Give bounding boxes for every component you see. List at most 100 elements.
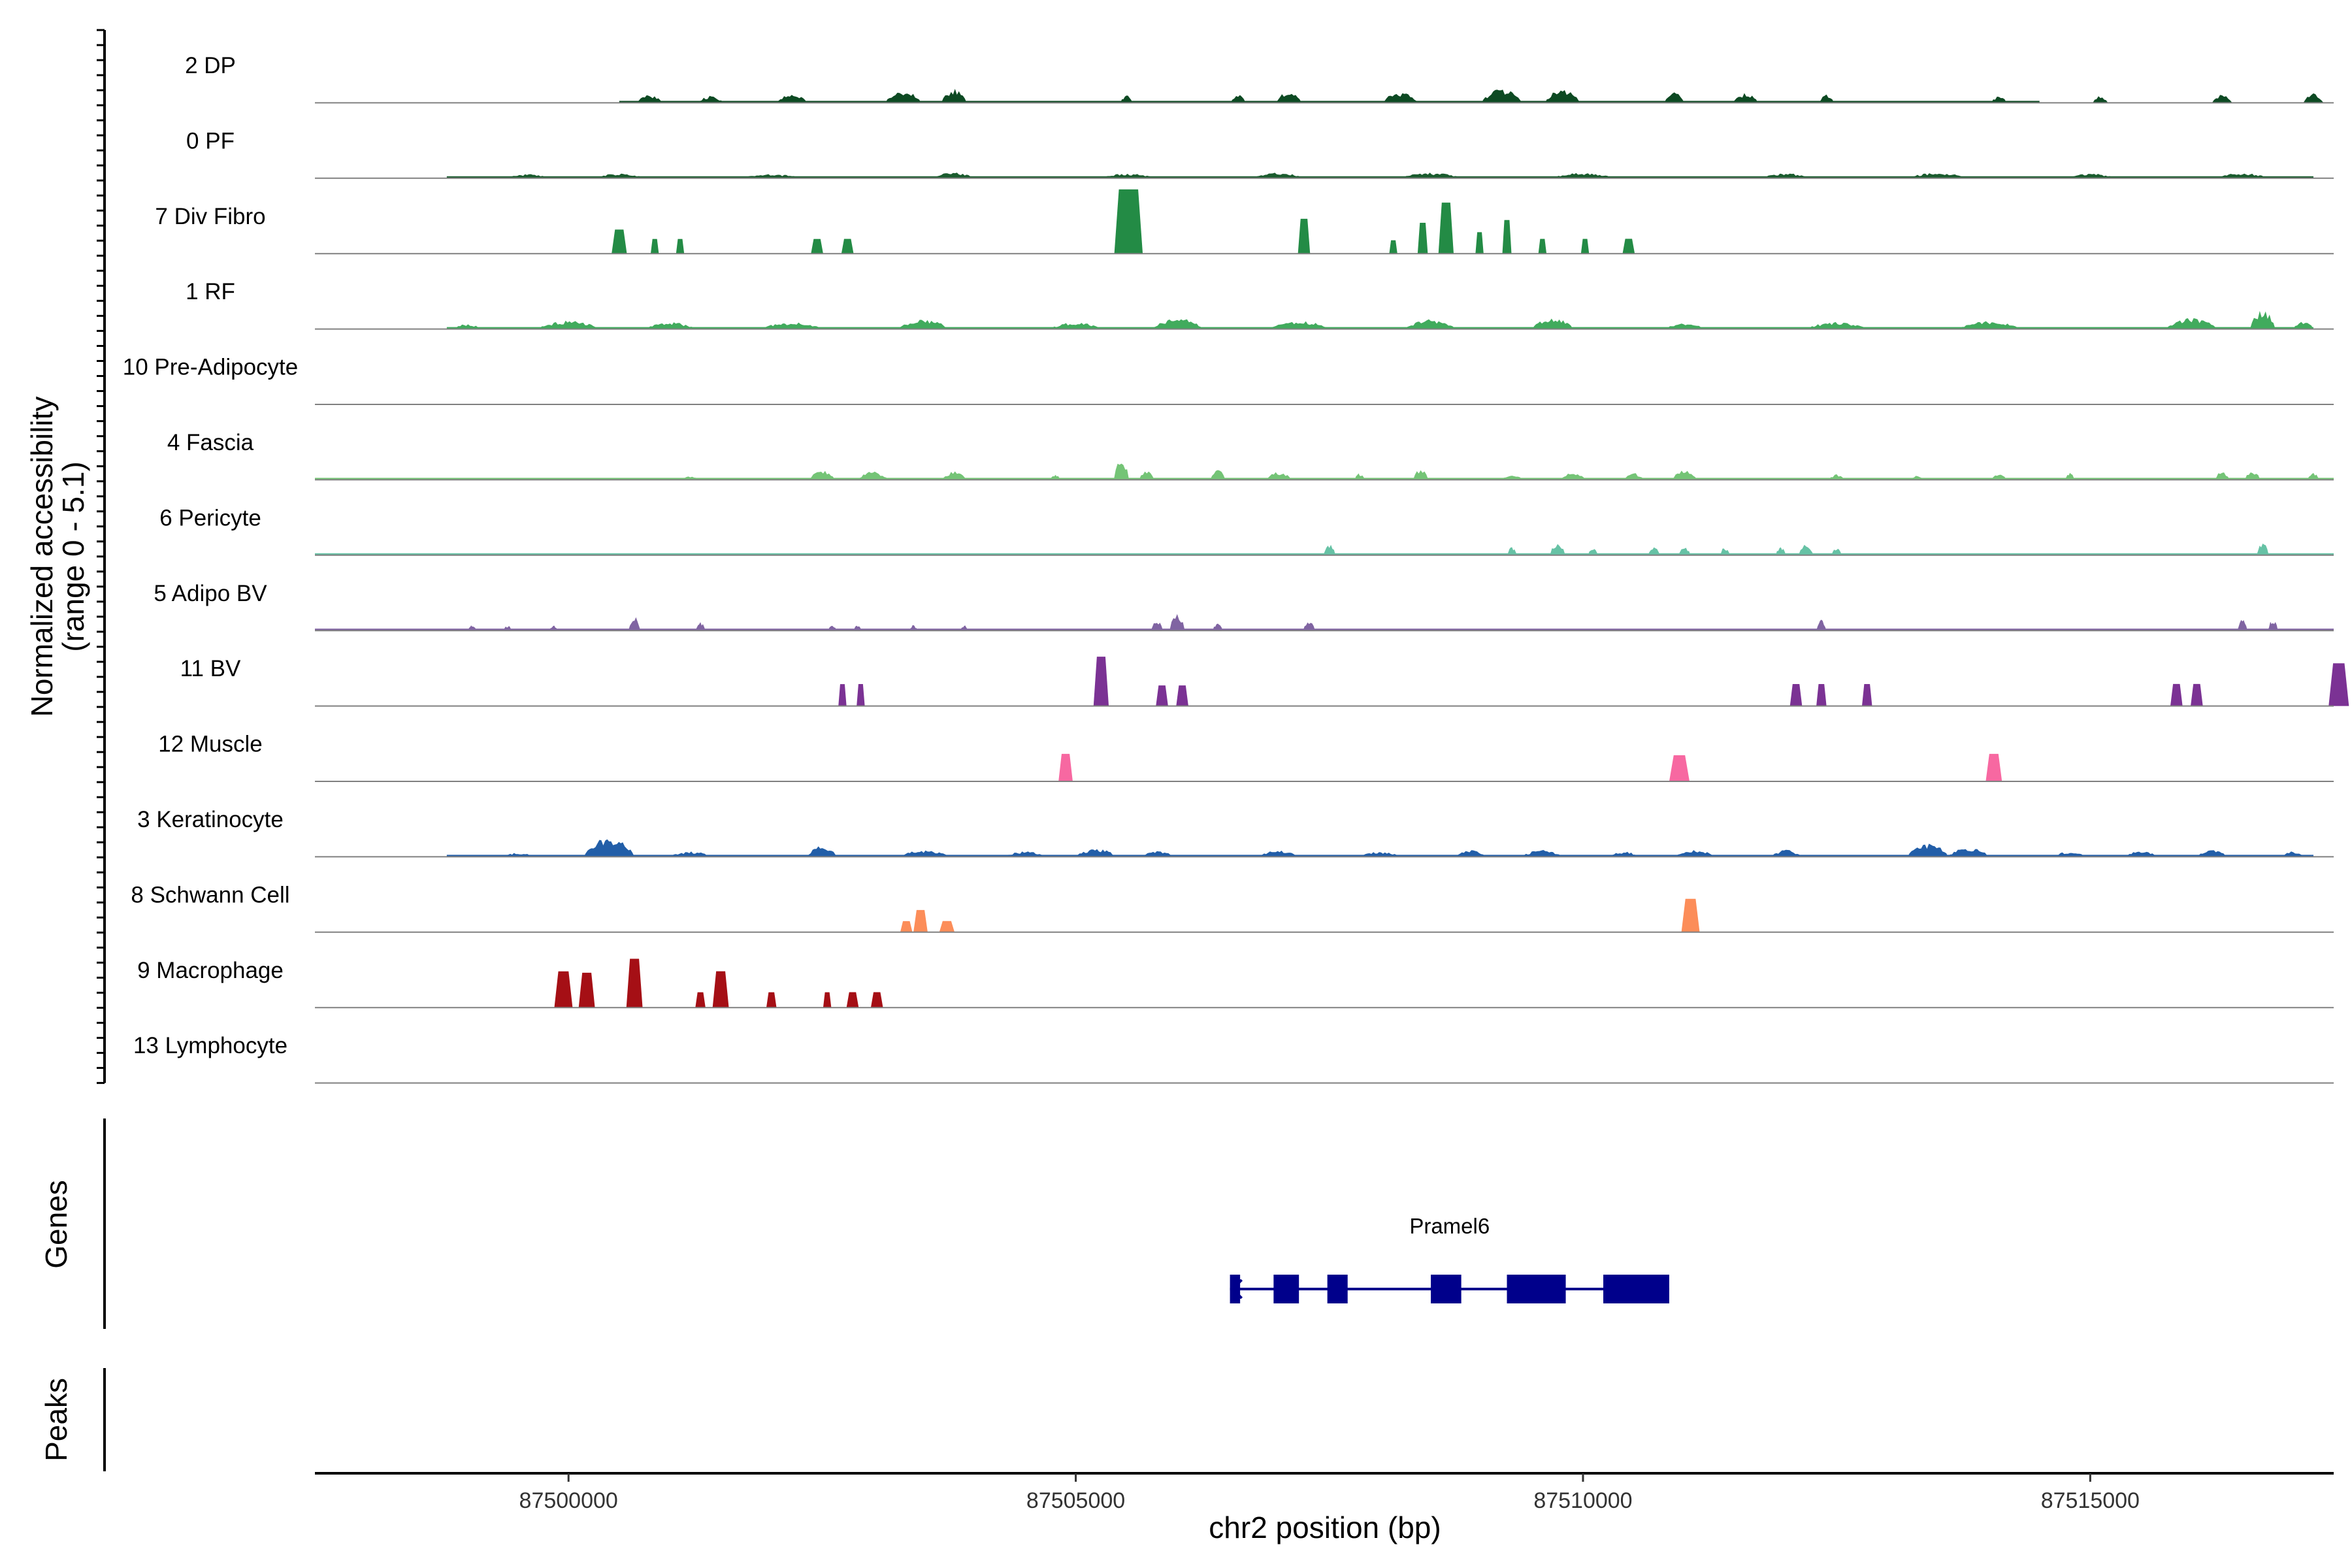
track-label: 7 Div Fibro bbox=[155, 204, 265, 229]
peak bbox=[1323, 544, 1336, 555]
peak bbox=[628, 617, 641, 631]
peak bbox=[1298, 218, 1311, 254]
x-tick-label: 87500000 bbox=[519, 1488, 618, 1513]
peak bbox=[857, 471, 889, 480]
peak bbox=[650, 238, 659, 254]
gene-label: Pramel6 bbox=[1409, 1214, 1490, 1238]
peak bbox=[941, 89, 967, 103]
peak bbox=[1276, 93, 1302, 103]
peak bbox=[913, 909, 928, 932]
peak bbox=[1093, 657, 1109, 706]
peak bbox=[1405, 319, 1456, 329]
track-11: 3 Keratinocyte bbox=[137, 807, 2334, 858]
peak bbox=[2166, 318, 2217, 329]
peak bbox=[1152, 319, 1203, 329]
peak bbox=[1622, 238, 1635, 254]
peak bbox=[1139, 471, 1154, 480]
peak bbox=[2170, 683, 2183, 706]
peak bbox=[1502, 220, 1512, 254]
peak bbox=[578, 972, 595, 1008]
peak bbox=[1648, 547, 1660, 555]
peak bbox=[2237, 619, 2247, 631]
track-3: 7 Div Fibro bbox=[155, 189, 2334, 255]
peak bbox=[1819, 94, 1835, 103]
peak bbox=[2303, 93, 2324, 103]
peak bbox=[612, 229, 627, 254]
peak bbox=[695, 992, 706, 1008]
signal-floor bbox=[315, 478, 2334, 480]
peak bbox=[2191, 683, 2203, 706]
peak bbox=[807, 846, 838, 857]
peak bbox=[1798, 544, 1814, 555]
peak bbox=[1417, 223, 1428, 254]
track-label: 5 Adipo BV bbox=[154, 581, 267, 606]
peak bbox=[2093, 96, 2108, 103]
peak bbox=[1907, 843, 1948, 857]
track-label: 4 Fascia bbox=[167, 430, 254, 455]
x-axis-ticks: 87500000 87505000 87510000 87515000 bbox=[519, 1473, 2140, 1513]
strand-arrow bbox=[1230, 1279, 1243, 1299]
peak bbox=[538, 320, 599, 329]
peak bbox=[823, 992, 832, 1008]
signal-floor bbox=[446, 855, 2313, 857]
y-axis bbox=[97, 29, 106, 1085]
y-axis-title: Normalized accessibility bbox=[25, 397, 59, 717]
x-tick-label: 87510000 bbox=[1533, 1488, 1632, 1513]
signal-floor bbox=[446, 176, 2313, 178]
signal-floor bbox=[446, 327, 2313, 329]
track-label: 10 Pre-Adipocyte bbox=[123, 355, 298, 380]
peak bbox=[712, 971, 729, 1008]
peak bbox=[1413, 470, 1429, 480]
peak bbox=[583, 839, 635, 857]
signal-floor bbox=[315, 553, 2334, 555]
peak bbox=[846, 992, 859, 1008]
peak bbox=[900, 921, 913, 932]
peak bbox=[1671, 470, 1697, 480]
peak bbox=[885, 93, 921, 103]
peak bbox=[1382, 93, 1418, 103]
signal-floor bbox=[315, 629, 2334, 631]
peak bbox=[1664, 92, 1685, 103]
x-tick-label: 87505000 bbox=[1026, 1488, 1125, 1513]
peak bbox=[898, 319, 949, 329]
peak bbox=[1669, 755, 1690, 781]
genes-section-label: Genes bbox=[39, 1180, 73, 1269]
track-8: 5 Adipo BV bbox=[154, 581, 2334, 632]
peak bbox=[1169, 613, 1185, 631]
track-4: 1 RF bbox=[186, 279, 2334, 330]
gene-exon bbox=[1230, 1275, 1241, 1303]
peak bbox=[1151, 623, 1164, 631]
peak bbox=[1113, 463, 1130, 480]
peak bbox=[2268, 621, 2278, 631]
peak bbox=[1114, 189, 1143, 254]
track-label: 9 Macrophage bbox=[137, 958, 284, 983]
track-2: 0 PF bbox=[186, 128, 2334, 179]
peak bbox=[1789, 683, 1803, 706]
accessibility-tracks: 2 DP 0 PF 7 Div Fibro 1 RF 10 Pre-Adipocyte 4… bbox=[123, 53, 2349, 1084]
peak bbox=[2328, 663, 2349, 706]
track-label: 2 DP bbox=[185, 53, 236, 78]
peak bbox=[838, 684, 847, 706]
peak bbox=[695, 622, 706, 631]
peak bbox=[2249, 310, 2276, 329]
gene-exon bbox=[1273, 1275, 1299, 1303]
peak bbox=[1481, 90, 1522, 103]
peak bbox=[1210, 470, 1226, 480]
track-label: 8 Schwann Cell bbox=[131, 882, 289, 907]
track-label: 1 RF bbox=[186, 279, 235, 304]
track-10: 12 Muscle bbox=[158, 732, 2334, 782]
peak bbox=[939, 921, 955, 932]
peak bbox=[857, 684, 865, 706]
peak bbox=[1816, 683, 1827, 706]
peak bbox=[2257, 544, 2269, 555]
peak bbox=[776, 95, 808, 103]
peak bbox=[1176, 685, 1188, 706]
peak bbox=[2212, 95, 2232, 103]
track-13: 9 Macrophage bbox=[137, 958, 2334, 1009]
track-label: 0 PF bbox=[186, 128, 235, 154]
peak bbox=[766, 992, 777, 1008]
gene-exon bbox=[1603, 1275, 1669, 1303]
peak bbox=[941, 471, 967, 480]
peak bbox=[809, 470, 835, 480]
